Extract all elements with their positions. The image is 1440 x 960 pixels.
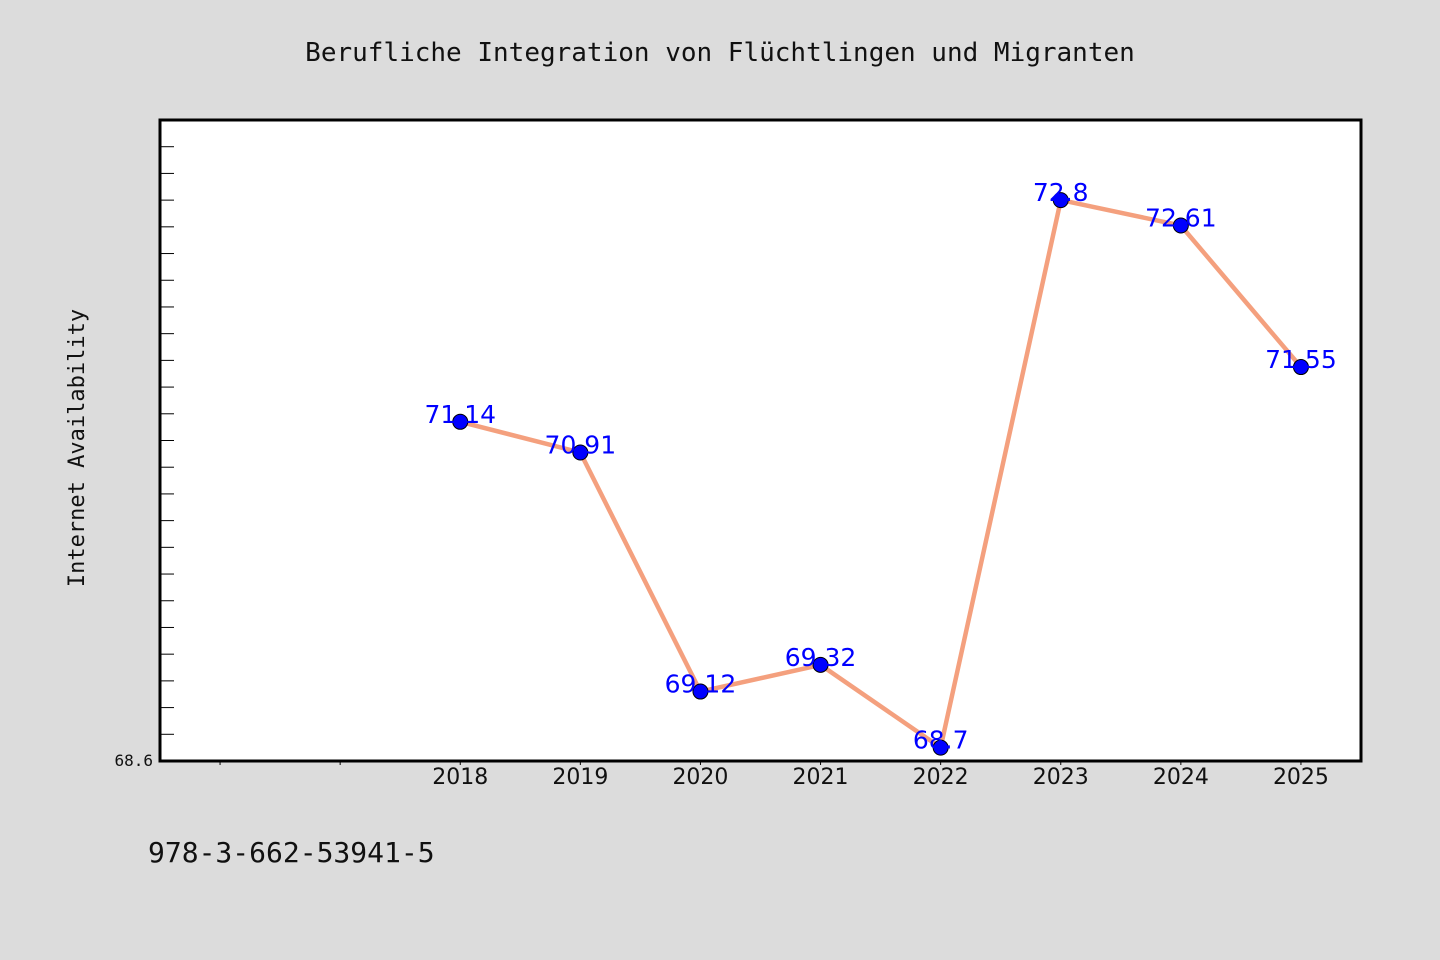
data-label: 68.7 [913, 726, 969, 755]
data-label: 69.12 [665, 670, 737, 699]
series-group: 71.14 70.91 69.12 69.32 68.7 72.8 72.61 71.55 [424, 178, 1337, 756]
x-tick-label: 2024 [1153, 765, 1209, 790]
y-tick-labels: 68.6 [114, 751, 153, 770]
x-tick-label: 2018 [432, 765, 488, 790]
x-tick-label: 2022 [913, 765, 969, 790]
data-point [932, 739, 949, 756]
x-tick-label: 2023 [1033, 765, 1089, 790]
data-point [1172, 217, 1189, 234]
series-line [458, 197, 1304, 750]
chart-title: Berufliche Integration von Flüchtlingen … [305, 38, 1135, 68]
y-tick-label: 68.6 [114, 751, 153, 770]
data-label: 72.8 [1033, 178, 1089, 207]
x-tick-label: 2019 [552, 765, 608, 790]
data-label: 72.61 [1145, 203, 1217, 232]
data-label: 71.55 [1265, 345, 1337, 374]
plot-area [160, 120, 1361, 761]
data-point [572, 444, 589, 461]
y-axis-label: Internet Availability [65, 309, 90, 587]
data-point [1052, 192, 1069, 209]
isbn-note: 978-3-662-53941-5 [148, 836, 435, 869]
x-tick-label: 2025 [1273, 765, 1329, 790]
x-tick-label: 2020 [672, 765, 728, 790]
data-label: 70.91 [545, 431, 617, 460]
plot-frame [158, 118, 1363, 763]
x-tick-labels: 2018 2019 2020 2021 2022 2023 2024 2025 [432, 765, 1329, 790]
data-point [692, 683, 709, 700]
data-point [812, 656, 829, 673]
data-point [1292, 359, 1309, 376]
data-label: 69.32 [785, 643, 857, 672]
x-tick-label: 2021 [793, 765, 849, 790]
data-point [452, 413, 469, 430]
data-label: 71.14 [424, 400, 496, 429]
